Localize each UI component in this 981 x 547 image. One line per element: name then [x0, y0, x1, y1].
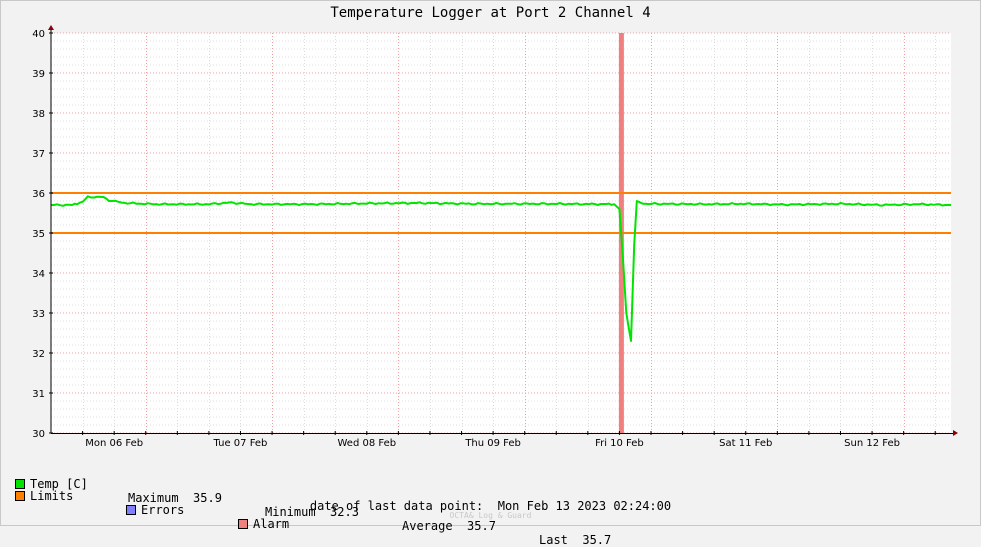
- y-tick-label: 36: [32, 189, 45, 200]
- stat-average: Average 35.7: [402, 519, 496, 533]
- stat-maximum: Maximum 35.9: [128, 491, 222, 505]
- temp-swatch-icon: [15, 478, 25, 489]
- last-label: Last: [539, 533, 568, 547]
- legend-temp-label: Temp [C]: [30, 477, 88, 491]
- alarm-swatch-icon: [238, 518, 248, 529]
- minimum-label: Minimum: [265, 505, 316, 519]
- x-tick-label: Sun 12 Feb: [844, 438, 900, 449]
- axes: [48, 25, 958, 436]
- stat-last: Last 35.7: [539, 533, 611, 547]
- chart-title: Temperature Logger at Port 2 Channel 4: [330, 5, 651, 21]
- y-tick-label: 38: [32, 109, 45, 120]
- x-tick-label: Sat 11 Feb: [719, 438, 772, 449]
- y-axis-arrow-icon: [48, 25, 54, 30]
- x-tick-label: Fri 10 Feb: [595, 438, 644, 449]
- legend-temp: Temp [C]: [15, 477, 88, 491]
- y-tick-label: 34: [32, 269, 45, 280]
- x-axis-arrow-icon: [953, 430, 958, 436]
- y-tick-label: 32: [32, 349, 45, 360]
- last-value: 35.7: [582, 533, 612, 547]
- y-tick-label: 40: [32, 29, 45, 40]
- legend-limits: Limits: [15, 489, 73, 503]
- last-data-point-label: date of last data point:: [309, 499, 484, 513]
- legend-row-2: Limits Errors Alarm: [15, 475, 289, 531]
- y-tick-label: 39: [32, 69, 45, 80]
- last-data-point-value: Mon Feb 13 2023 02:24:00: [497, 499, 672, 513]
- last-data-point: date of last data point: Mon Feb 13 2023…: [0, 499, 981, 513]
- y-tick-label: 37: [32, 149, 45, 160]
- temperature-chart: 30 31 32 33 34 35 36 37 38 39 40 Mon 06 Feb Tue 07 F…: [32, 25, 958, 449]
- series-line-0: [51, 195, 952, 342]
- legend-errors-label: Errors: [141, 503, 185, 517]
- x-tick-label: Tue 07 Feb: [213, 438, 268, 449]
- average-value: 35.7: [467, 519, 496, 533]
- watermark: OCTA& Log & Guard: [449, 511, 532, 520]
- legend-errors: Errors: [126, 503, 184, 517]
- x-tick-label: Wed 08 Feb: [337, 438, 396, 449]
- axis-labels: 30 31 32 33 34 35 36 37 38 39 40 Mon 06 Feb Tue 07 F…: [32, 29, 900, 449]
- maximum-label: Maximum: [128, 491, 179, 505]
- errors-swatch-icon: [126, 504, 136, 515]
- x-tick-label: Thu 09 Feb: [464, 438, 521, 449]
- y-tick-label: 30: [32, 429, 45, 440]
- maximum-value: 35.9: [193, 491, 222, 505]
- series-layer: [51, 195, 952, 342]
- y-tick-label: 33: [32, 309, 45, 320]
- y-tick-label: 31: [32, 389, 45, 400]
- average-label: Average: [402, 519, 453, 533]
- minimum-value: 32.3: [330, 505, 359, 519]
- legend-limits-label: Limits: [30, 489, 74, 503]
- limits-swatch-icon: [15, 490, 25, 501]
- y-tick-label: 35: [32, 229, 45, 240]
- x-tick-label: Mon 06 Feb: [85, 438, 143, 449]
- limits-layer: [51, 192, 951, 234]
- stat-minimum: Minimum 32.3: [265, 505, 359, 519]
